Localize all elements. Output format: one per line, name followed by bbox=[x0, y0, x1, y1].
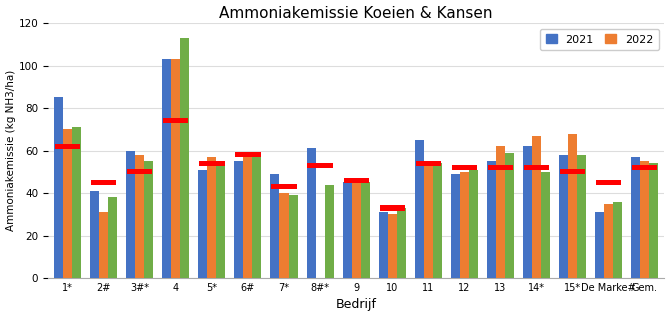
Bar bbox=[135, 155, 144, 278]
Bar bbox=[649, 163, 658, 278]
Bar bbox=[460, 172, 469, 278]
Bar bbox=[451, 174, 460, 278]
Bar bbox=[144, 161, 153, 278]
Bar bbox=[271, 184, 297, 189]
Bar bbox=[253, 155, 261, 278]
Bar bbox=[109, 197, 117, 278]
Bar bbox=[54, 97, 63, 278]
Bar bbox=[198, 170, 208, 278]
Bar bbox=[560, 169, 585, 174]
Bar bbox=[99, 212, 109, 278]
Bar bbox=[126, 151, 135, 278]
Bar bbox=[271, 174, 279, 278]
Bar bbox=[640, 161, 649, 278]
Bar bbox=[199, 161, 224, 166]
Bar bbox=[352, 183, 360, 278]
Bar bbox=[523, 146, 532, 278]
Bar bbox=[127, 169, 152, 174]
Bar bbox=[279, 193, 289, 278]
Bar bbox=[289, 195, 297, 278]
Bar bbox=[613, 202, 622, 278]
Bar bbox=[344, 178, 368, 183]
Bar bbox=[604, 204, 613, 278]
Bar bbox=[308, 163, 333, 168]
Bar bbox=[234, 161, 243, 278]
Bar bbox=[235, 152, 261, 158]
Bar bbox=[342, 183, 352, 278]
Bar bbox=[559, 155, 568, 278]
Bar bbox=[163, 118, 188, 124]
Bar bbox=[172, 59, 180, 278]
Bar bbox=[72, 127, 81, 278]
Bar bbox=[595, 212, 604, 278]
Bar bbox=[469, 170, 478, 278]
Bar bbox=[243, 153, 253, 278]
Bar bbox=[631, 157, 640, 278]
Bar bbox=[379, 212, 388, 278]
Bar bbox=[415, 161, 441, 166]
Bar bbox=[307, 148, 316, 278]
Bar bbox=[596, 180, 621, 185]
Bar bbox=[360, 183, 370, 278]
Bar bbox=[632, 165, 657, 170]
Bar bbox=[488, 165, 513, 170]
Bar bbox=[532, 136, 541, 278]
Bar bbox=[397, 208, 406, 278]
Bar bbox=[63, 129, 72, 278]
Bar bbox=[433, 163, 442, 278]
Bar bbox=[90, 191, 99, 278]
Bar bbox=[324, 184, 334, 278]
Bar bbox=[452, 165, 477, 170]
Bar bbox=[423, 165, 433, 278]
Bar bbox=[541, 172, 550, 278]
Bar bbox=[415, 140, 423, 278]
X-axis label: Bedrijf: Bedrijf bbox=[336, 298, 377, 311]
Bar bbox=[568, 133, 577, 278]
Bar bbox=[91, 180, 117, 185]
Bar bbox=[577, 155, 586, 278]
Bar bbox=[216, 165, 225, 278]
Bar bbox=[162, 59, 172, 278]
Bar bbox=[55, 144, 80, 149]
Title: Ammoniakemissie Koeien & Kansen: Ammoniakemissie Koeien & Kansen bbox=[219, 6, 493, 21]
Bar bbox=[505, 153, 514, 278]
Bar bbox=[388, 214, 397, 278]
Bar bbox=[496, 146, 505, 278]
Bar bbox=[180, 38, 190, 278]
Bar bbox=[524, 165, 549, 170]
Bar bbox=[487, 161, 496, 278]
Bar bbox=[208, 157, 216, 278]
Bar bbox=[380, 205, 405, 210]
Legend: 2021, 2022: 2021, 2022 bbox=[540, 29, 659, 50]
Y-axis label: Ammoniakemissie (kg NH3/ha): Ammoniakemissie (kg NH3/ha) bbox=[5, 70, 15, 231]
